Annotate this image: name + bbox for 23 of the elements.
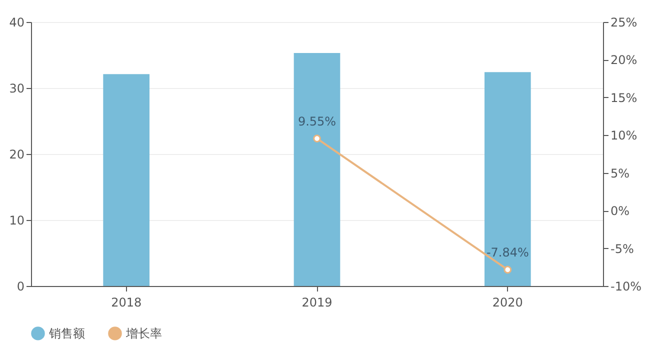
data-label: -7.84%	[486, 246, 529, 260]
bar	[484, 72, 531, 286]
bar	[294, 53, 340, 286]
y-tick-label: 20	[9, 148, 24, 162]
y2-tick-label: 0%	[610, 204, 630, 218]
y2-tick-label: -10%	[610, 280, 642, 294]
y-tick-label: 10	[9, 214, 24, 228]
y-tick-label: 30	[9, 82, 24, 96]
y2-tick-label: 5%	[610, 166, 630, 180]
data-label: 9.55%	[298, 114, 336, 129]
y-tick-label: 40	[9, 16, 24, 30]
legend-label: 增长率	[125, 326, 162, 340]
legend-label: 销售额	[48, 326, 85, 340]
x-tick-label: 2020	[492, 296, 523, 310]
y2-tick-label: 15%	[610, 90, 638, 105]
bar	[103, 74, 150, 286]
y-tick-label: 0	[16, 280, 24, 294]
y2-tick-label: -5%	[610, 242, 634, 256]
y2-tick-label: 10%	[610, 128, 638, 143]
y2-tick-label: 20%	[610, 53, 638, 68]
x-tick-label: 2019	[302, 296, 332, 310]
x-tick-label: 2018	[111, 296, 142, 310]
y2-tick-label: 25%	[610, 16, 638, 30]
